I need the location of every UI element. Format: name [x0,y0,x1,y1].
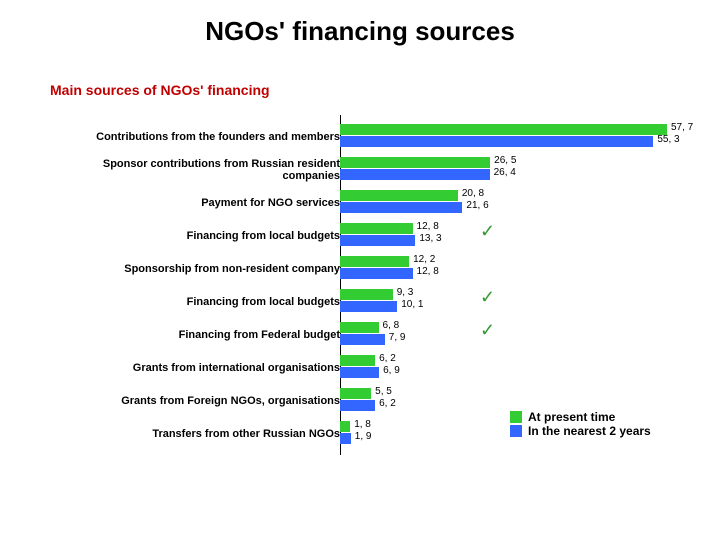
bar-value-label: 12, 2 [413,254,435,265]
bar-value-label: 6, 9 [383,365,400,376]
bar-value-label: 5, 5 [375,386,392,397]
bar-future [340,433,351,444]
bar-present [340,421,350,432]
bar-value-label: 6, 8 [383,320,400,331]
bar-value-label: 6, 2 [379,398,396,409]
bar-value-label: 12, 8 [417,221,439,232]
legend-label: In the nearest 2 years [528,424,651,438]
bar-present [340,322,379,333]
bar-present [340,289,393,300]
bar-value-label: 1, 9 [355,431,372,442]
chart-row: Financing from local budgets 9, 310, 1 [50,285,690,318]
bar-value-label: 55, 3 [657,134,679,145]
bar-value-label: 10, 1 [401,299,423,310]
category-label: Grants from Foreign NGOs, organisations [55,395,340,407]
bar-value-label: 13, 3 [419,233,441,244]
bar-present [340,355,375,366]
bar-future [340,334,385,345]
chart-legend: At present time In the nearest 2 years [510,410,651,438]
category-label: Transfers from other Russian NGOs [55,428,340,440]
bar-future [340,268,413,279]
category-label: Financing from Federal budget [55,329,340,341]
checkmark-icon: ✓ [480,287,495,308]
legend-label: At present time [528,410,615,424]
bar-value-label: 20, 8 [462,188,484,199]
legend-swatch-icon [510,411,522,423]
bar-future [340,169,490,180]
bar-present [340,124,667,135]
bar-value-label: 12, 8 [417,266,439,277]
legend-swatch-icon [510,425,522,437]
bar-future [340,235,415,246]
legend-item: At present time [510,410,651,424]
bar-future [340,400,375,411]
chart-row: Financing from local budgets 12, 813, 3 [50,219,690,252]
bar-value-label: 9, 3 [397,287,414,298]
category-label: Payment for NGO services [55,197,340,209]
bar-value-label: 1, 8 [354,419,371,430]
legend-item: In the nearest 2 years [510,424,651,438]
bar-present [340,223,413,234]
chart-row: Contributions from the founders and memb… [50,120,690,153]
chart-row: Financing from Federal budget 6, 87, 9 [50,318,690,351]
bar-present [340,256,409,267]
bar-future [340,367,379,378]
bar-present [340,157,490,168]
checkmark-icon: ✓ [480,320,495,341]
category-label: Sponsor contributions from Russian resid… [55,158,340,182]
bar-future [340,301,397,312]
bar-value-label: 6, 2 [379,353,396,364]
chart-row: Sponsor contributions from Russian resid… [50,153,690,186]
category-label: Sponsorship from non-resident company [55,263,340,275]
chart-subtitle: Main sources of NGOs' financing [50,82,270,98]
bar-value-label: 7, 9 [389,332,406,343]
bar-present [340,190,458,201]
bar-value-label: 26, 5 [494,155,516,166]
bar-value-label: 26, 4 [494,167,516,178]
bar-present [340,388,371,399]
chart-row: Grants from international organisations 6… [50,351,690,384]
category-label: Financing from local budgets [55,230,340,242]
category-label: Grants from international organisations [55,362,340,374]
page-title: NGOs' financing sources [0,16,720,47]
bar-value-label: 21, 6 [466,200,488,211]
chart-row: Payment for NGO services 20, 821, 6 [50,186,690,219]
bar-value-label: 57, 7 [671,122,693,133]
bar-future [340,136,653,147]
category-label: Contributions from the founders and memb… [55,131,340,143]
category-label: Financing from local budgets [55,296,340,308]
chart-row: Sponsorship from non-resident company 12,… [50,252,690,285]
checkmark-icon: ✓ [480,221,495,242]
bar-future [340,202,462,213]
